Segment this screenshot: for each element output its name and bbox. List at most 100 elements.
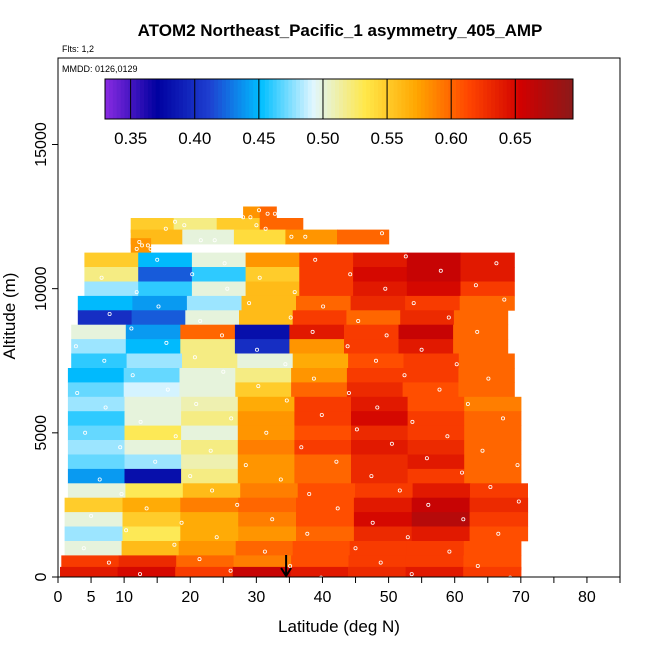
colorbar-segment (183, 79, 188, 119)
sample-marker (270, 517, 275, 522)
sample-marker (305, 531, 310, 536)
heatmap-cell (178, 541, 237, 556)
heatmap-cell (173, 218, 218, 233)
sample-marker (486, 376, 491, 381)
heatmap-cell (348, 353, 405, 369)
sample-marker (397, 488, 402, 493)
heatmap-cell (402, 382, 459, 398)
colorbar-segment (210, 79, 215, 119)
heatmap-cell (124, 440, 182, 455)
sample-marker (447, 549, 452, 554)
colorbar-segment (167, 79, 172, 119)
heatmap-cell (235, 541, 294, 556)
colorbar-segment (522, 79, 527, 119)
sample-marker (262, 549, 267, 554)
heatmap-cell (453, 324, 509, 340)
sample-marker (345, 344, 350, 349)
heatmap-cell (348, 555, 407, 571)
heatmap-cell (180, 526, 239, 542)
colorbar-segment (502, 79, 508, 119)
sample-marker (373, 358, 378, 363)
sample-marker (288, 315, 293, 320)
sample-marker (179, 520, 184, 525)
sample-marker (494, 261, 499, 266)
heatmap-cell (353, 512, 413, 527)
colorbar-segment (335, 79, 340, 119)
colorbar-segment (214, 79, 219, 119)
sample-marker (198, 238, 203, 243)
latitude-arrow-marker (280, 555, 292, 578)
colorbar-segment (241, 79, 246, 119)
sample-marker (278, 477, 283, 482)
colorbar-segment (194, 79, 200, 119)
heatmap-cell (235, 368, 292, 383)
colorbar-tick-label: 0.55 (371, 129, 404, 148)
heatmap-cell (138, 252, 193, 268)
heatmap-cell (84, 267, 139, 282)
heatmap-cell (191, 252, 247, 268)
heatmap-cell (337, 229, 390, 245)
sample-marker (263, 226, 268, 231)
heatmap-cell (463, 541, 522, 556)
colorbar-segment (537, 79, 543, 119)
colorbar-tick-label: 0.65 (499, 129, 532, 148)
sample-marker (284, 398, 289, 403)
colorbar-segment (354, 79, 359, 119)
colorbar-segment (456, 79, 461, 119)
heatmap-cell (243, 206, 261, 222)
heatmap-cell (237, 396, 295, 412)
colorbar-segment (303, 79, 309, 119)
sample-marker (103, 405, 108, 410)
heatmap-cell (411, 512, 471, 527)
colorbar-segment (225, 79, 231, 119)
heatmap-cell (463, 555, 522, 571)
heatmap-cell (181, 440, 239, 455)
colorbar-segment (206, 79, 211, 119)
heatmap-cell (138, 267, 193, 282)
heatmap-cell (124, 454, 182, 470)
sample-marker (210, 488, 215, 493)
colorbar-segment (179, 79, 184, 119)
heatmap-cell (241, 295, 297, 311)
heatmap-cell (353, 252, 408, 268)
sample-marker (475, 564, 480, 569)
heatmap-cell (353, 267, 408, 282)
colorbar-segment (420, 79, 426, 119)
heatmap-cell (453, 339, 509, 354)
heatmap-cell (67, 396, 126, 412)
sample-marker (353, 546, 358, 551)
chart-title: ATOM2 Northeast_Pacific_1 asymmetry_405_… (138, 21, 543, 40)
heatmap-cell (398, 324, 454, 340)
heatmap-cell (463, 566, 522, 577)
heatmap-cell (245, 281, 300, 297)
colorbar-segment (112, 79, 118, 119)
sample-marker (335, 506, 340, 511)
colorbar-segment (459, 79, 465, 119)
heatmap-cell (245, 267, 300, 282)
sample-marker (459, 470, 464, 475)
sample-marker (139, 243, 144, 248)
sample-marker (311, 376, 316, 381)
heatmap-cell (349, 541, 408, 556)
sample-marker (303, 234, 308, 239)
heatmap-cell (470, 483, 528, 499)
sample-marker (173, 434, 178, 439)
heatmap-cell (407, 396, 465, 412)
colorbar-segment (222, 79, 227, 119)
heatmap-cell (346, 382, 404, 398)
colorbar-segment (495, 79, 500, 119)
heatmap-cell (67, 382, 125, 398)
colorbar-segment (569, 79, 574, 119)
heatmap-cell (77, 310, 133, 326)
colorbar-segment (366, 79, 371, 119)
heatmap-cell (122, 512, 181, 527)
colorbar-segment (331, 79, 336, 119)
heatmap-cell (405, 555, 464, 571)
heatmap-cell (234, 339, 290, 354)
heatmap-cell (71, 353, 128, 369)
sample-marker (83, 430, 88, 435)
sample-marker (212, 238, 217, 243)
heatmap-cell (118, 555, 177, 571)
heatmap-cell (406, 541, 465, 556)
colorbar-segment (171, 79, 176, 119)
